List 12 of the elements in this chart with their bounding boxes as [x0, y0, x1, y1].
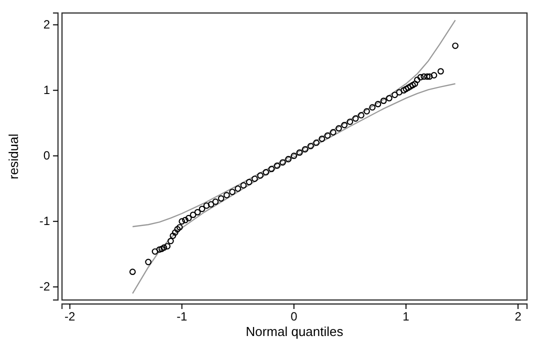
y-tick-label: -1	[39, 214, 50, 228]
x-tick-label: 0	[290, 310, 298, 324]
x-tick-label: 1	[402, 310, 410, 324]
x-axis-title: Normal quantiles	[246, 324, 344, 339]
x-tick-label: -2	[64, 310, 76, 324]
y-axis-title: residual	[6, 134, 21, 180]
y-tick-label: 2	[43, 18, 50, 32]
y-tick-label: 1	[43, 83, 50, 98]
x-tick-label: 2	[514, 310, 522, 324]
y-tick-label: 0	[43, 148, 50, 163]
x-tick-label: -1	[176, 310, 188, 324]
y-tick-label: -2	[39, 280, 50, 294]
